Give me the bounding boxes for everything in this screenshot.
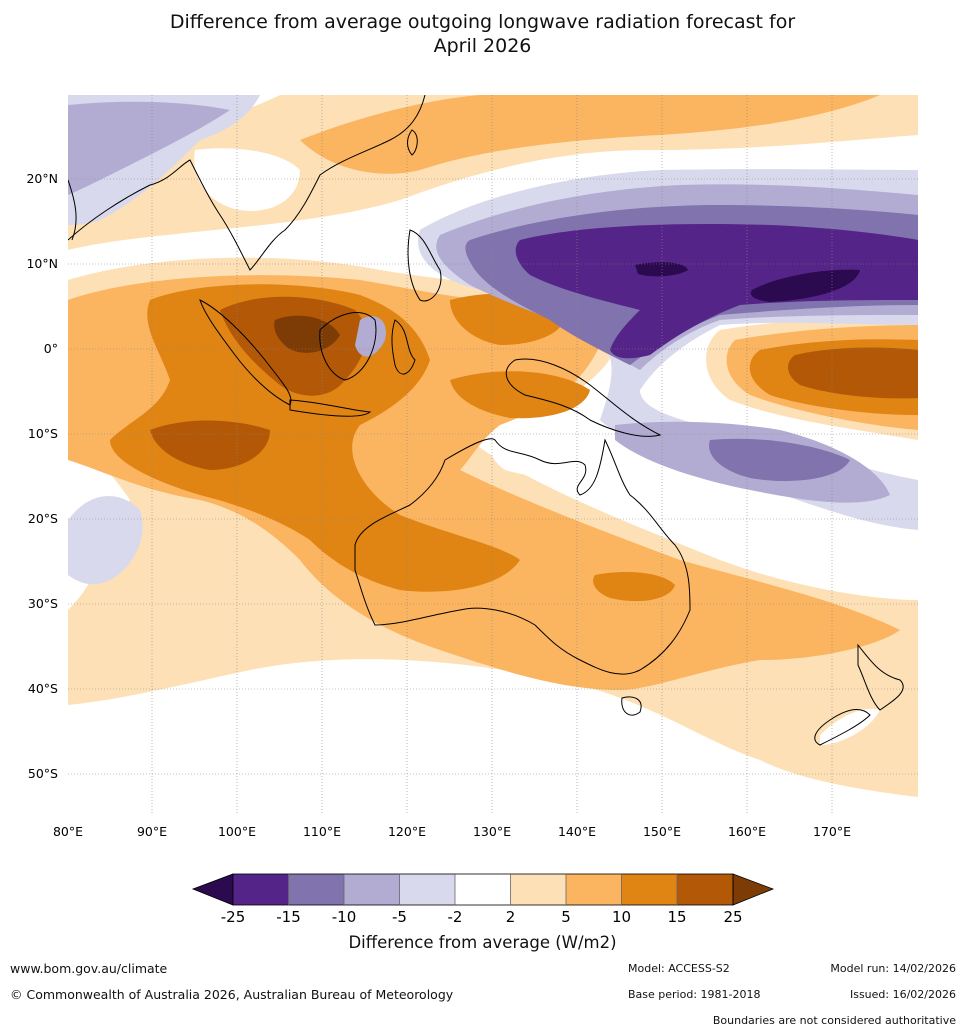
lon-tick-120: 120°E [388, 824, 426, 839]
anomaly-region-purple-dark-south [709, 438, 850, 481]
lon-tick-80: 80°E [53, 824, 83, 839]
colorbar-dividers [288, 874, 678, 905]
legend-label-4: -2 [448, 908, 463, 926]
lat-tick-20s: 20°S [28, 511, 58, 526]
coastline-java [289, 399, 372, 417]
coastline-nz-north [857, 643, 904, 711]
boundaries-disclaimer: Boundaries are not considered authoritat… [712, 1014, 956, 1027]
model-run-date: Model run: 14/02/2026 [830, 962, 956, 975]
anomaly-band-light-orange-north [68, 95, 918, 250]
lon-tick-170: 170°E [813, 824, 851, 839]
anomaly-region-orange-15-25-pacific [788, 347, 918, 399]
anomaly-region-purple-deep-pacific [515, 223, 918, 359]
coastlines [68, 95, 904, 746]
olr-anomaly-field [68, 95, 918, 797]
legend-label-2: -10 [332, 908, 357, 926]
map-title: Difference from average outgoing longwav… [0, 10, 965, 58]
colorbar: -25 -15 -10 -5 -2 2 5 10 15 25 [191, 873, 775, 926]
lat-tick-10n: 10°N [26, 256, 58, 271]
anomaly-region-purple-indian-ocean [68, 496, 143, 585]
colorbar-swatch-5 [455, 874, 511, 905]
colorbar-swatch-2 [288, 874, 344, 905]
latitude-ticks: 20°N 10°N 0° 10°S 20°S 30°S 40°S 50°S [26, 171, 58, 781]
colorbar-swatch-6 [510, 874, 566, 905]
lon-tick-150: 150°E [643, 824, 681, 839]
title-line-1: Difference from average outgoing longwav… [169, 11, 796, 33]
lon-tick-140: 140°E [558, 824, 596, 839]
lat-tick-50s: 50°S [28, 766, 58, 781]
anomaly-region-purple-under-25-a [635, 262, 688, 277]
anomaly-region-purple-borneo [355, 316, 386, 357]
coastline-new-guinea [505, 358, 662, 437]
issued-date: Issued: 16/02/2026 [849, 988, 956, 1001]
legend-label-7: 10 [612, 908, 631, 926]
anomaly-region-orange-15-25-indian [150, 420, 270, 470]
legend-title: Difference from average (W/m2) [348, 933, 617, 952]
anomaly-region-orange-10-15 [110, 284, 520, 592]
lat-tick-10s: 10°S [28, 426, 58, 441]
legend-label-5: 2 [506, 908, 516, 926]
title-line-2: April 2026 [433, 35, 532, 57]
anomaly-region-purple-asia-mid [68, 101, 230, 195]
coastline-tasmania [621, 696, 642, 716]
anomaly-region-orange-aus [593, 572, 675, 602]
lat-tick-0: 0° [44, 341, 58, 356]
colorbar-swatch-3 [344, 874, 400, 905]
lon-tick-110: 110°E [303, 824, 341, 839]
copyright: © Commonwealth of Australia 2026, Austra… [10, 987, 454, 1002]
lat-tick-40s: 40°S [28, 681, 58, 696]
base-period: Base period: 1981-2018 [628, 988, 761, 1001]
colorbar-frame [232, 873, 734, 906]
model-name: Model: ACCESS-S2 [628, 962, 730, 975]
coastline-taiwan [407, 129, 418, 156]
lat-tick-20n: 20°N [26, 171, 58, 186]
graticule [68, 95, 918, 815]
colorbar-swatch-7 [566, 874, 622, 905]
anomaly-region-orange-se [450, 371, 590, 419]
coastline-borneo [319, 312, 377, 381]
anomaly-region-white-nz [820, 708, 880, 745]
colorbar-extend-high [732, 873, 775, 906]
lon-tick-130: 130°E [473, 824, 511, 839]
lon-tick-160: 160°E [728, 824, 766, 839]
anomaly-region-white-asia [194, 148, 300, 211]
colorbar-swatch-4 [399, 874, 455, 905]
anomaly-region-purple-under-25-b [750, 269, 860, 302]
coastline-sulawesi [391, 319, 416, 375]
anomaly-region-orange-over-25 [274, 315, 340, 353]
anomaly-region-white-aus-north [491, 440, 585, 477]
legend-label-1: -15 [276, 908, 301, 926]
legend-label-8: 15 [667, 908, 686, 926]
colorbar-swatch-9 [677, 874, 733, 905]
coastline-nz-south [814, 709, 871, 746]
longitude-ticks: 80°E 90°E 100°E 110°E 120°E 130°E 140°E … [53, 824, 851, 839]
legend-label-0: -25 [221, 908, 246, 926]
legend-label-6: 5 [561, 908, 571, 926]
website-link[interactable]: www.bom.gov.au/climate [10, 961, 168, 976]
legend-label-3: -5 [392, 908, 407, 926]
coastline-india [68, 179, 77, 241]
colorbar-extend-low [191, 873, 234, 906]
coastline-asia [68, 95, 426, 271]
colorbar-swatch-8 [621, 874, 677, 905]
coastline-australia [354, 438, 691, 675]
legend-label-9: 25 [723, 908, 742, 926]
lon-tick-90: 90°E [137, 824, 167, 839]
colorbar-swatch-1 [233, 874, 289, 905]
coastline-philippines [407, 229, 442, 302]
lat-tick-30s: 30°S [28, 596, 58, 611]
lon-tick-100: 100°E [218, 824, 256, 839]
anomaly-region-orange-north [300, 95, 880, 174]
